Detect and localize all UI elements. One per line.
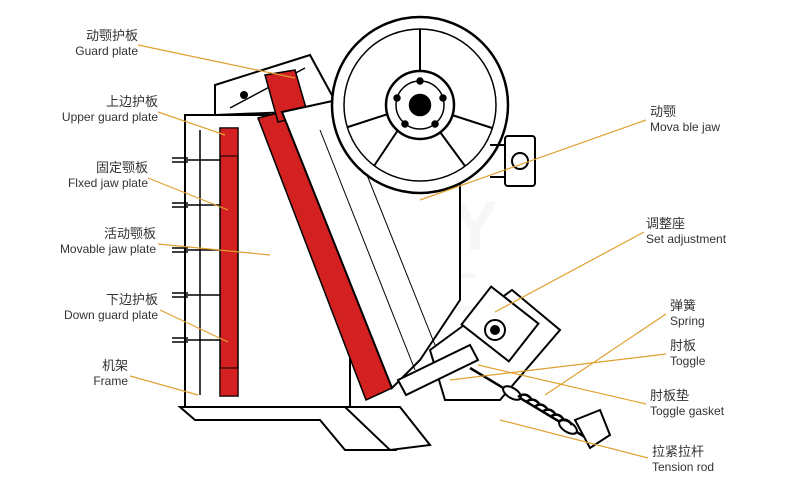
label-en: Mova ble jaw	[650, 120, 720, 134]
label-cn: 动颚护板	[28, 28, 138, 44]
label-cn: 肘板	[670, 338, 705, 354]
label-en: Toggle	[670, 354, 705, 368]
label-en: Upper guard plate	[28, 110, 158, 124]
label-cn: 动颚	[650, 104, 720, 120]
label-tension-rod: 拉紧拉杆 Tension rod	[652, 444, 714, 474]
down-guard	[220, 368, 238, 396]
label-movable-jaw: 活动颚板 Movable jaw plate	[20, 226, 156, 256]
label-spring: 弹簧 Spring	[670, 298, 705, 328]
label-set-adjustment: 调整座 Set adjustment	[646, 216, 726, 246]
label-en: Tension rod	[652, 460, 714, 474]
label-cn: 拉紧拉杆	[652, 444, 714, 460]
label-toggle-gasket: 肘板垫 Toggle gasket	[650, 388, 724, 418]
fixed-jaw-plate	[220, 128, 238, 396]
label-cn: 活动颚板	[20, 226, 156, 242]
label-cn: 机架	[78, 358, 128, 374]
upper-guard	[220, 128, 238, 156]
label-guard-plate: 动颚护板 Guard plate	[28, 28, 138, 58]
flywheel	[332, 17, 508, 193]
label-en: Movable jaw plate	[20, 242, 156, 256]
label-en: Flxed jaw plate	[38, 176, 148, 190]
label-cn: 固定颚板	[38, 160, 148, 176]
label-cn: 肘板垫	[650, 388, 724, 404]
label-cn: 弹簧	[670, 298, 705, 314]
label-en: Frame	[78, 374, 128, 388]
label-toggle: 肘板 Toggle	[670, 338, 705, 368]
label-movable-jaw-r: 动颚 Mova ble jaw	[650, 104, 720, 134]
label-cn: 上边护板	[28, 94, 158, 110]
label-frame: 机架 Frame	[78, 358, 128, 388]
label-cn: 下边护板	[22, 292, 158, 308]
label-en: Spring	[670, 314, 705, 328]
label-upper-guard: 上边护板 Upper guard plate	[28, 94, 158, 124]
label-en: Guard plate	[28, 44, 138, 58]
label-en: Set adjustment	[646, 232, 726, 246]
label-en: Down guard plate	[22, 308, 158, 322]
label-fixed-jaw: 固定颚板 Flxed jaw plate	[38, 160, 148, 190]
label-en: Toggle gasket	[650, 404, 724, 418]
label-cn: 调整座	[646, 216, 726, 232]
label-down-guard: 下边护板 Down guard plate	[22, 292, 158, 322]
